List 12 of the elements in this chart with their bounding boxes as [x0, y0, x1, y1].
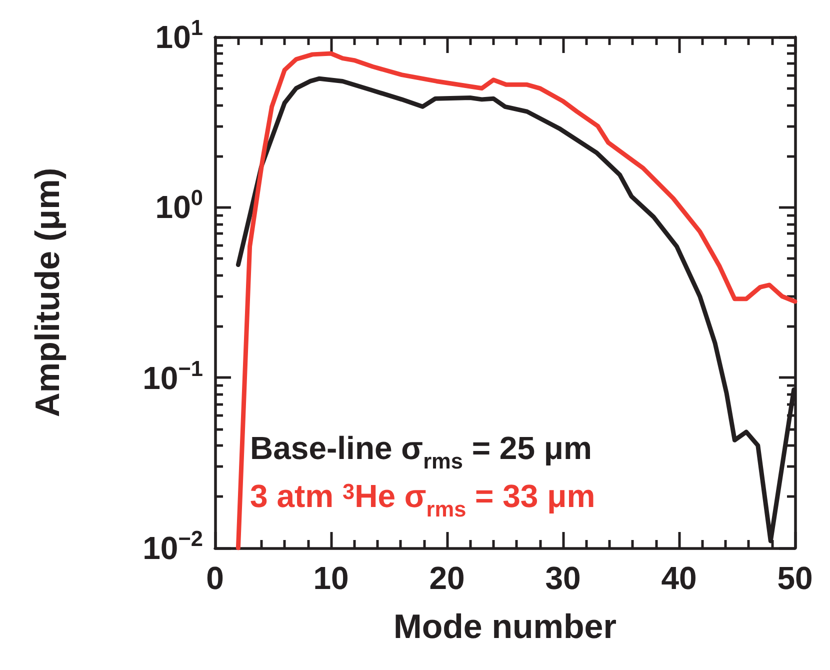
- x-axis-title: Mode number: [394, 608, 616, 646]
- y-axis-title: Amplitude (μm): [29, 168, 67, 418]
- x-tick-label: 0: [206, 560, 224, 596]
- y-tick-label: 10$^{0}$: [155, 185, 203, 226]
- x-tick-label: 10: [313, 560, 349, 596]
- y-tick-label: 10$^{1}$: [155, 14, 203, 55]
- x-tick-label: 20: [429, 560, 465, 596]
- y-tick-label: 10$^{−1}$: [142, 356, 203, 396]
- y-tick-label: 10$^{−2}$: [142, 526, 203, 566]
- x-tick-label: 40: [661, 560, 697, 596]
- x-tick-label: 50: [777, 560, 813, 596]
- x-tick-label: 30: [545, 560, 581, 596]
